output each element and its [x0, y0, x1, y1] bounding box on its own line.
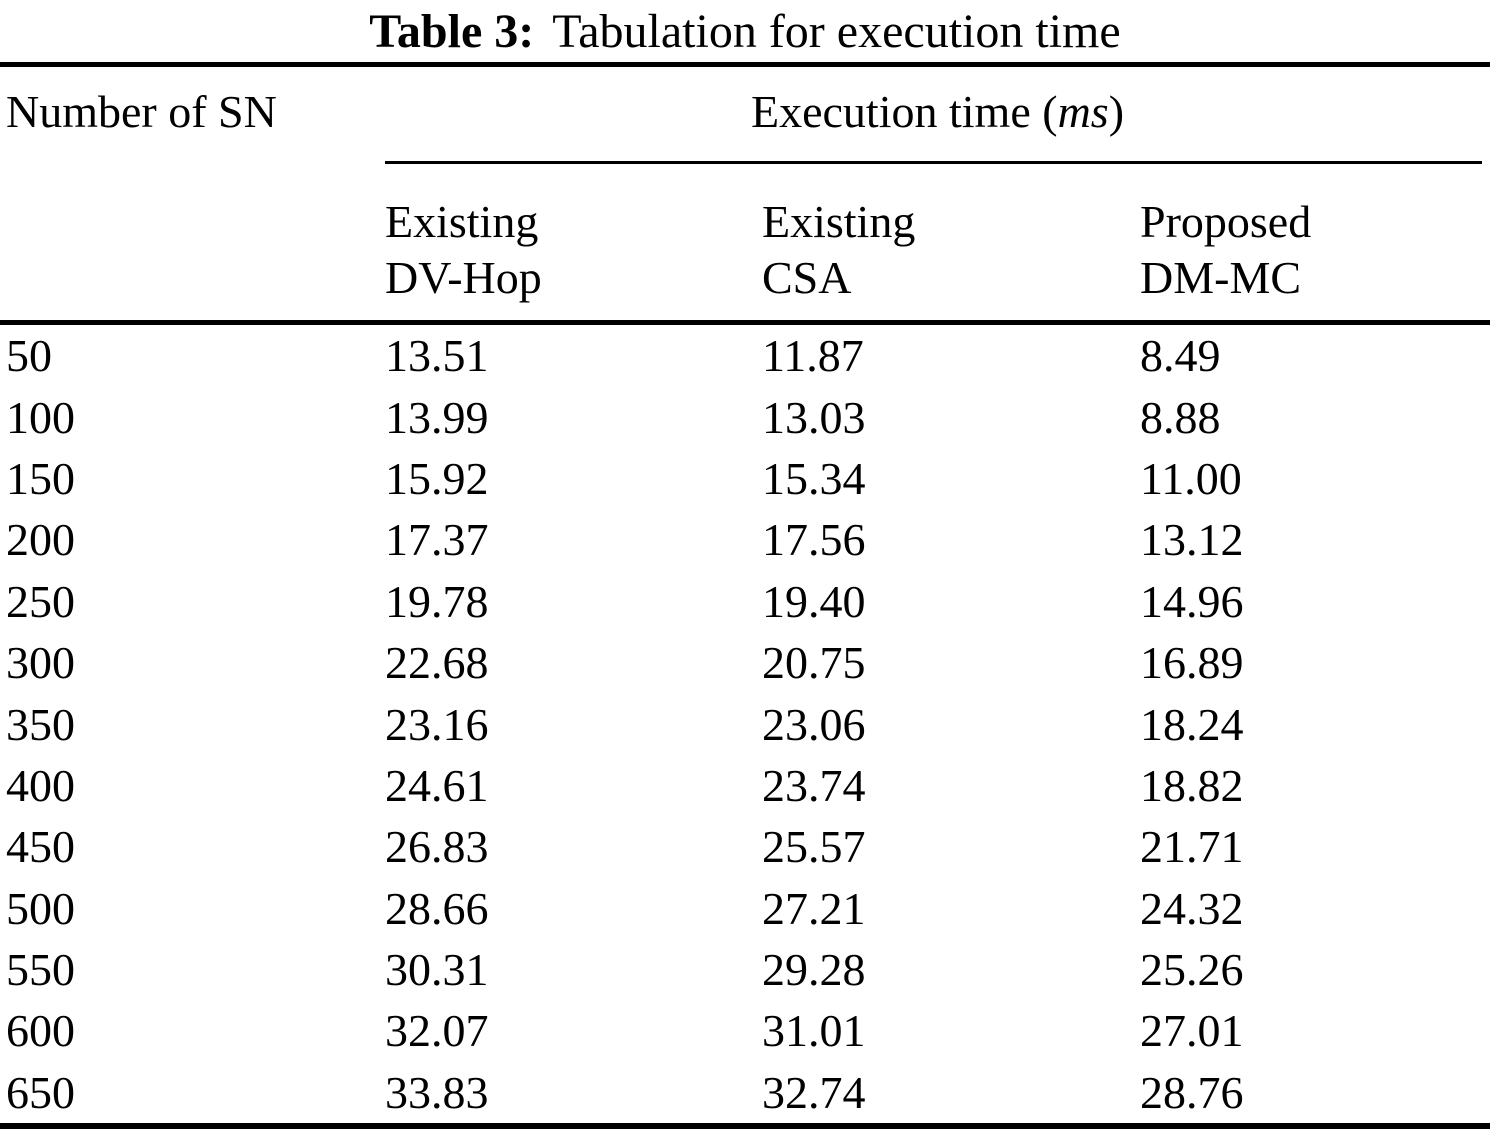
column-header-csa: Existing CSA — [762, 194, 1140, 306]
cell-dv-hop: 30.31 — [385, 944, 489, 996]
header-row-methods: Existing DV-Hop Existing CSA Proposed DM-MC — [0, 164, 1490, 320]
rule-top — [0, 62, 1490, 67]
cell-sn: 350 — [6, 698, 75, 750]
cell-dv-hop: 33.83 — [385, 1066, 489, 1118]
cell-dv-hop: 26.83 — [385, 821, 489, 873]
table-body: 50 13.51 11.87 8.49 100 13.99 13.03 8.88… — [0, 325, 1490, 1123]
cell-dm-mc: 27.01 — [1140, 1005, 1244, 1057]
cell-csa: 19.40 — [762, 575, 866, 627]
column-header-dv-hop-line2: DV-Hop — [385, 252, 542, 303]
table-row: 400 24.61 23.74 18.82 — [0, 755, 1490, 816]
cell-csa: 20.75 — [762, 637, 866, 689]
cell-dv-hop: 13.99 — [385, 391, 489, 443]
cell-dm-mc: 16.89 — [1140, 637, 1244, 689]
table-row: 550 30.31 29.28 25.26 — [0, 939, 1490, 1000]
column-header-empty — [0, 194, 385, 306]
group-header-unit: ms — [1057, 86, 1109, 137]
cell-dv-hop: 28.66 — [385, 882, 489, 934]
cell-dv-hop: 23.16 — [385, 698, 489, 750]
cell-sn: 550 — [6, 944, 75, 996]
cell-csa: 32.74 — [762, 1066, 866, 1118]
table-row: 350 23.16 23.06 18.24 — [0, 693, 1490, 754]
cell-dm-mc: 21.71 — [1140, 821, 1244, 873]
table-title-label: Table 3: — [369, 5, 535, 58]
cell-dv-hop: 17.37 — [385, 514, 489, 566]
column-header-dm-mc-line2: DM-MC — [1140, 252, 1302, 303]
cell-sn: 150 — [6, 452, 75, 504]
group-rule — [385, 161, 1482, 164]
group-rule-row — [0, 161, 1490, 164]
table-row: 500 28.66 27.21 24.32 — [0, 878, 1490, 939]
column-header-csa-line1: Existing — [762, 196, 916, 247]
table-row: 150 15.92 15.34 11.00 — [0, 448, 1490, 509]
table-row: 450 26.83 25.57 21.71 — [0, 816, 1490, 877]
column-header-sn: Number of SN — [6, 86, 277, 137]
cell-csa: 15.34 — [762, 452, 866, 504]
cell-sn: 600 — [6, 1005, 75, 1057]
cell-csa: 13.03 — [762, 391, 866, 443]
cell-dm-mc: 25.26 — [1140, 944, 1244, 996]
table-row: 600 32.07 31.01 27.01 — [0, 1000, 1490, 1061]
cell-dm-mc: 14.96 — [1140, 575, 1244, 627]
group-header-suffix: ) — [1108, 86, 1125, 137]
table-title: Table 3: Tabulation for execution time — [0, 0, 1490, 62]
table-row: 50 13.51 11.87 8.49 — [0, 325, 1490, 386]
cell-dm-mc: 8.49 — [1140, 330, 1221, 382]
table-row: 250 19.78 19.40 14.96 — [0, 571, 1490, 632]
cell-csa: 29.28 — [762, 944, 866, 996]
cell-sn: 100 — [6, 391, 75, 443]
cell-sn: 450 — [6, 821, 75, 873]
column-header-csa-line2: CSA — [762, 252, 852, 303]
table-row: 100 13.99 13.03 8.88 — [0, 386, 1490, 447]
cell-dv-hop: 19.78 — [385, 575, 489, 627]
cell-csa: 11.87 — [762, 330, 864, 382]
rule-mid — [0, 320, 1490, 325]
cell-dv-hop: 32.07 — [385, 1005, 489, 1057]
cell-dm-mc: 13.12 — [1140, 514, 1244, 566]
cell-dm-mc: 28.76 — [1140, 1066, 1244, 1118]
cell-dv-hop: 13.51 — [385, 330, 489, 382]
cell-sn: 50 — [6, 330, 52, 382]
table-row: 200 17.37 17.56 13.12 — [0, 509, 1490, 570]
cell-dm-mc: 18.24 — [1140, 698, 1244, 750]
cell-sn: 400 — [6, 759, 75, 811]
group-rule-spacer — [0, 161, 385, 164]
cell-sn: 250 — [6, 575, 75, 627]
cell-dm-mc: 24.32 — [1140, 882, 1244, 934]
cell-dv-hop: 22.68 — [385, 637, 489, 689]
cell-dm-mc: 11.00 — [1140, 452, 1242, 504]
column-header-dm-mc: Proposed DM-MC — [1140, 194, 1490, 306]
cell-sn: 500 — [6, 882, 75, 934]
cell-dv-hop: 24.61 — [385, 759, 489, 811]
cell-csa: 25.57 — [762, 821, 866, 873]
cell-dm-mc: 18.82 — [1140, 759, 1244, 811]
group-header-prefix: Execution time ( — [750, 86, 1058, 137]
table-row: 300 22.68 20.75 16.89 — [0, 632, 1490, 693]
cell-sn: 200 — [6, 514, 75, 566]
rule-bottom — [0, 1123, 1490, 1130]
header-row-group: Number of SN Execution time (ms) — [0, 67, 1490, 161]
cell-csa: 31.01 — [762, 1005, 866, 1057]
cell-csa: 23.74 — [762, 759, 866, 811]
cell-dm-mc: 8.88 — [1140, 391, 1221, 443]
cell-sn: 300 — [6, 637, 75, 689]
table-row: 650 33.83 32.74 28.76 — [0, 1062, 1490, 1123]
cell-csa: 23.06 — [762, 698, 866, 750]
column-header-dv-hop-line1: Existing — [385, 196, 539, 247]
cell-csa: 27.21 — [762, 882, 866, 934]
cell-csa: 17.56 — [762, 514, 866, 566]
column-header-dv-hop: Existing DV-Hop — [385, 194, 762, 306]
table-title-caption: Tabulation for execution time — [552, 5, 1121, 58]
cell-sn: 650 — [6, 1066, 75, 1118]
group-header-execution-time: Execution time (ms) — [385, 67, 1490, 138]
column-header-dm-mc-line1: Proposed — [1140, 196, 1312, 247]
cell-dv-hop: 15.92 — [385, 452, 489, 504]
